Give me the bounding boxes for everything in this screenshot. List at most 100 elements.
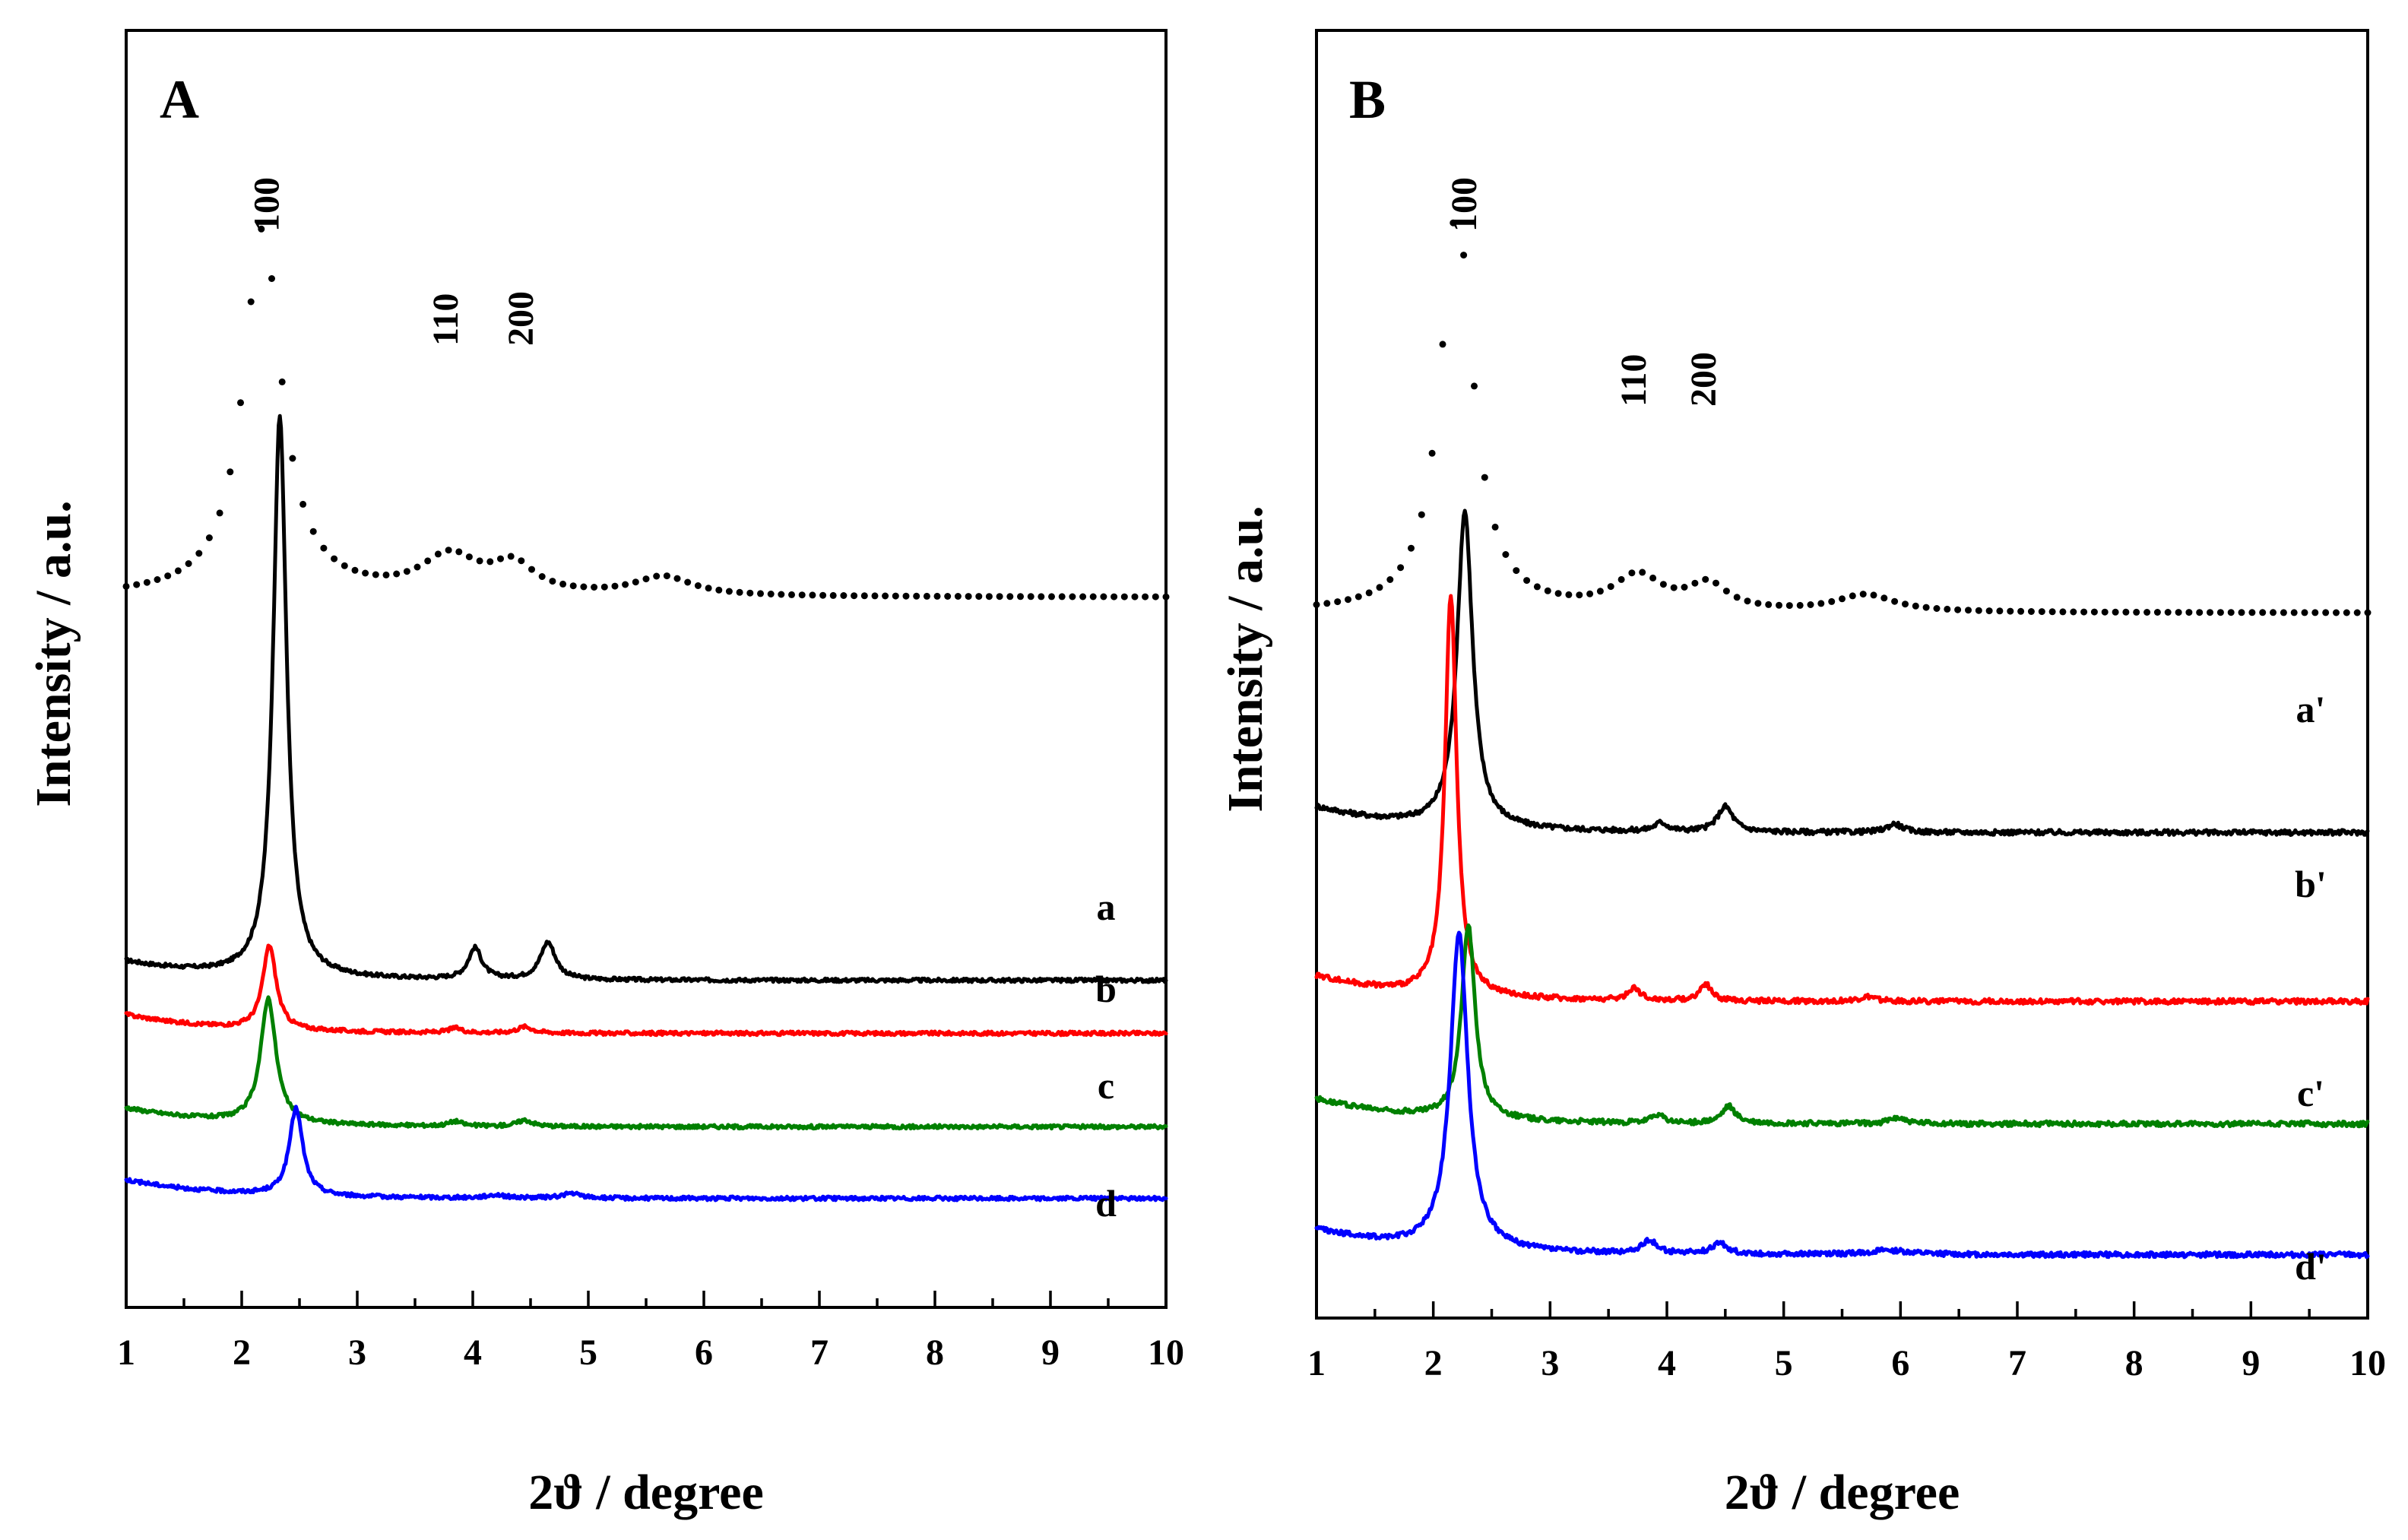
curve-dot-reference <box>1617 575 1625 583</box>
curve-dot-reference <box>445 547 452 554</box>
curve-dot-reference <box>1491 523 1499 531</box>
curve-dot-reference <box>299 500 307 508</box>
x-tick-label: 4 <box>1658 1343 1676 1383</box>
curve-dot-reference <box>372 571 379 578</box>
curve-dot-reference <box>1933 605 1941 612</box>
curve-dot-reference <box>507 553 515 560</box>
curve-dot-reference <box>975 593 983 600</box>
curve-dot-reference <box>1408 544 1415 552</box>
peak-label-110: 110 <box>1614 354 1654 407</box>
curve-dot-reference <box>725 588 733 595</box>
curve-dot-reference <box>216 509 223 517</box>
curve-dot-reference <box>1859 591 1867 598</box>
curve-dot-reference <box>788 591 795 598</box>
curve-dot-reference <box>1120 593 1128 600</box>
curve-dot-reference <box>2070 608 2077 616</box>
curve-dot-reference <box>1048 593 1055 600</box>
curve-dot-reference <box>278 378 286 385</box>
curve-label-a': a' <box>2296 688 2326 730</box>
curve-dot-reference <box>1975 607 1982 614</box>
curve-dot-reference <box>258 225 265 233</box>
peak-label-100: 100 <box>1444 177 1484 232</box>
curve-dot-reference <box>1785 602 1793 610</box>
curve-dot-reference <box>1323 600 1331 607</box>
curve-c <box>124 995 1168 1131</box>
curve-dot-reference <box>2353 609 2361 616</box>
curve-dot-reference <box>1386 576 1394 583</box>
curve-label-c': c' <box>2297 1072 2324 1114</box>
curve-dot-reference <box>1754 600 1762 607</box>
curve-dot-reference <box>1681 584 1688 591</box>
curve-dot-reference <box>663 572 670 580</box>
curve-dot-reference <box>1554 590 1562 597</box>
curve-dot-reference <box>809 591 816 599</box>
curve-dot-reference <box>154 576 161 583</box>
curve-dot-reference <box>2143 609 2151 616</box>
panel-letter: B <box>1349 69 1386 130</box>
curve-dot-reference <box>1733 594 1741 601</box>
curve-dot-reference <box>2322 609 2330 616</box>
curve-dot-reference <box>736 588 743 596</box>
x-tick-label: 5 <box>1775 1343 1793 1383</box>
curve-dot-reference <box>1713 579 1719 587</box>
curve-dot-reference <box>2090 608 2098 616</box>
curve-dot-reference <box>1996 607 2004 615</box>
curve-dot-reference <box>1670 584 1678 591</box>
x-tick-label: 2 <box>233 1332 251 1373</box>
curve-dot-reference <box>694 582 702 589</box>
panel-B: 1 2 3 4 5 6 7 8 9 10 2ϑ / degree Intensity / a.u. Ba… <box>1218 29 2386 1520</box>
curve-dot-reference <box>1922 604 1930 611</box>
curve-dot-reference <box>1162 593 1170 600</box>
curve-dot-reference <box>882 592 889 600</box>
curve-dot-reference <box>1649 574 1657 581</box>
curve-dot-reference <box>965 593 972 600</box>
y-axis-title: Intensity / a.u. <box>1218 505 1273 812</box>
curve-dot-reference <box>1354 593 1362 600</box>
curve-dot-reference <box>1744 597 1751 605</box>
x-tick-label: 7 <box>810 1332 829 1373</box>
curve-dot-reference <box>1428 449 1436 457</box>
panel-letter: A <box>160 69 199 130</box>
curve-dot-reference <box>1965 607 1972 614</box>
x-tick-label: 3 <box>348 1332 366 1373</box>
curve-dot-reference <box>2207 609 2213 616</box>
curve-dot-reference <box>1722 588 1730 595</box>
curve-dot-reference <box>227 468 234 476</box>
curve-dot-reference <box>591 584 598 591</box>
curve-dot-reference <box>351 566 359 574</box>
curve-dot-reference <box>1345 596 1351 604</box>
x-tick-label: 9 <box>1041 1332 1060 1373</box>
curve-dot-reference <box>518 557 525 565</box>
curve-dot-reference <box>1870 591 1877 599</box>
curve-dot-reference <box>1944 605 1951 613</box>
curve-dot-reference <box>1523 577 1531 585</box>
curve-dot-reference <box>1985 607 1993 615</box>
x-tick-label: 6 <box>1891 1343 1909 1383</box>
curve-dot-reference <box>549 578 556 585</box>
curve-dot-reference <box>2238 609 2245 616</box>
curve-dot-reference <box>122 582 130 590</box>
curve-label-d: d <box>1095 1182 1117 1225</box>
curve-dot-reference <box>497 555 504 562</box>
curve-dot-reference <box>611 582 619 590</box>
curve-dot-reference <box>2280 609 2287 616</box>
curve-dot-reference <box>2101 608 2109 616</box>
curve-label-b': b' <box>2295 863 2327 905</box>
curve-dot-reference <box>1027 593 1034 600</box>
curve-dot-reference <box>1513 567 1520 575</box>
curve-dot-reference <box>705 585 712 592</box>
curve-dot-reference <box>954 593 962 600</box>
curve-dot-reference <box>2017 607 2025 615</box>
curve-dot-reference <box>913 592 920 600</box>
curve-dot-reference <box>465 553 473 561</box>
curve-dot-reference <box>434 550 442 558</box>
curve-dot-reference <box>829 591 837 599</box>
curve-dot-reference <box>247 298 255 306</box>
curve-dot-reference <box>559 580 567 588</box>
curve-dot-reference <box>309 528 317 535</box>
curve-dot-reference <box>944 593 952 600</box>
curve-dot-reference <box>996 593 1003 600</box>
curve-dot-reference <box>1471 382 1478 390</box>
peak-label-110: 110 <box>426 293 466 346</box>
